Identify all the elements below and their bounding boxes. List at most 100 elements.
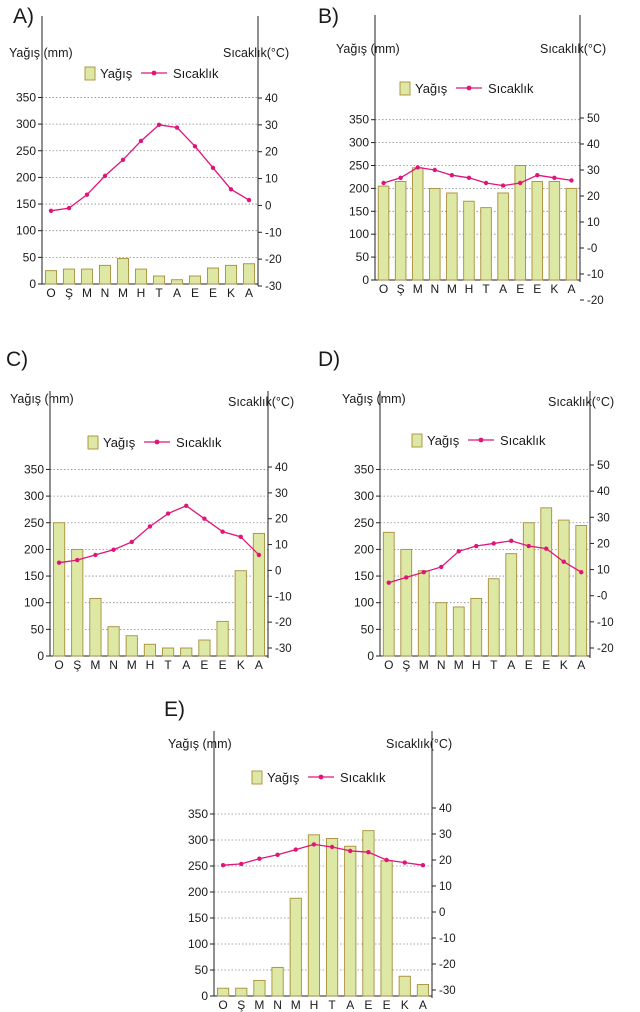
x-tick-label: N	[437, 658, 446, 672]
x-tick-label: Ş	[237, 998, 245, 1012]
x-tick-label: N	[109, 658, 118, 672]
temp-point	[421, 569, 426, 575]
y2-tick-label: -30	[439, 985, 456, 997]
y2-tick-label: 30	[587, 165, 600, 177]
precip-bar	[416, 984, 429, 997]
temp-point	[569, 178, 574, 183]
y2-tick-label: 50	[597, 460, 610, 472]
y-tick-label: 300	[354, 489, 374, 503]
precip-bar	[53, 522, 66, 657]
x-tick-label: E	[533, 282, 541, 296]
x-tick-label: A	[499, 282, 507, 296]
x-tick-label: A	[182, 658, 190, 672]
legend-temp-marker	[466, 85, 472, 91]
y2-tick-label: 10	[275, 540, 288, 552]
precip-bar	[394, 181, 407, 281]
temp-point	[384, 857, 389, 863]
y-tick-label: 50	[195, 963, 209, 977]
x-tick-label: A	[577, 658, 585, 672]
precip-bar	[480, 207, 492, 281]
legend-temp-label: Sıcaklık	[176, 435, 222, 450]
y-tick-label: 50	[361, 622, 375, 636]
y-tick-label: 300	[24, 489, 44, 503]
precip-bar	[326, 837, 339, 997]
legend-precip-label: Yağış	[415, 81, 448, 96]
y2-tick-label: -10	[265, 227, 282, 239]
legend-temp-label: Sıcaklık	[173, 66, 219, 81]
temp-point	[432, 167, 437, 173]
temp-point	[544, 546, 549, 551]
y2-tick-label: 20	[265, 147, 278, 159]
precip-bar	[44, 270, 58, 285]
y2-tick-label: 30	[439, 829, 452, 841]
precip-bar	[411, 167, 424, 281]
y-tick-label: 100	[354, 596, 374, 610]
x-tick-label: O	[384, 658, 393, 672]
precip-bar	[217, 987, 230, 997]
y-tick-label: 350	[188, 807, 208, 821]
precip-bar	[540, 507, 553, 657]
temp-point	[75, 557, 80, 563]
x-tick-label: H	[146, 658, 155, 672]
temp-point	[138, 138, 144, 144]
temp-point	[579, 569, 584, 575]
precip-bar	[382, 531, 395, 657]
precip-bar	[80, 268, 94, 285]
x-tick-label: K	[227, 286, 235, 300]
x-tick-label: Ş	[73, 658, 81, 672]
temp-point	[202, 516, 207, 521]
precip-bar	[417, 570, 430, 657]
y-tick-label: 350	[349, 113, 369, 127]
y-tick-label: 0	[362, 273, 369, 287]
precip-bar	[362, 830, 375, 997]
y2-tick-label: 20	[597, 538, 610, 550]
x-tick-label: T	[155, 286, 163, 300]
temp-point	[220, 529, 225, 534]
temp-point	[174, 125, 180, 130]
plot-area: 0 50 100 150 200 250 300 350 -30 -20 -10 0 10 20 30 40 O…	[16, 16, 282, 300]
temp-point	[165, 511, 171, 516]
temp-point	[483, 180, 489, 186]
y2-tick-label: -20	[587, 295, 604, 307]
temp-point	[66, 205, 72, 211]
temp-point	[466, 175, 472, 180]
legend-precip-swatch	[84, 66, 96, 81]
panel-letter: A)	[13, 5, 34, 28]
temp-line	[58, 505, 260, 564]
x-tick-label: M	[82, 286, 92, 300]
x-tick-label: N	[273, 998, 282, 1012]
x-tick-label: A	[567, 282, 575, 296]
y2-tick-label: 40	[439, 803, 452, 815]
temp-point	[246, 197, 252, 203]
precip-bar	[71, 548, 84, 657]
precip-bar	[435, 602, 448, 657]
temp-point	[156, 122, 162, 128]
x-tick-label: E	[209, 286, 217, 300]
y2-tick-label: 30	[265, 120, 278, 132]
y2-tick-label: -10	[439, 933, 456, 945]
temp-point	[102, 173, 108, 179]
temp-point	[474, 543, 479, 549]
y2-tick-label: -30	[275, 643, 292, 655]
legend-temp-marker	[478, 437, 484, 443]
x-tick-label: A	[507, 658, 515, 672]
legend-temp-marker	[151, 70, 157, 76]
x-tick-label: T	[490, 658, 498, 672]
y2-tick-label: 40	[265, 93, 278, 105]
precip-bar	[470, 597, 483, 657]
x-tick-label: M	[291, 998, 301, 1012]
x-tick-label: O	[379, 282, 388, 296]
temp-point	[348, 848, 353, 854]
precip-bar	[98, 264, 112, 285]
temp-point	[256, 552, 262, 558]
y-axis-label: Yağış (mm)	[9, 46, 73, 60]
legend-precip-swatch	[251, 770, 263, 785]
x-tick-label: E	[364, 998, 372, 1012]
y2-tick-label: -10	[587, 269, 604, 281]
precip-bar	[271, 966, 284, 997]
y-tick-label: 50	[356, 250, 370, 264]
y-tick-label: 350	[354, 462, 374, 476]
precip-bar	[505, 553, 518, 657]
temp-point	[518, 180, 523, 186]
y-tick-label: 0	[29, 277, 36, 291]
